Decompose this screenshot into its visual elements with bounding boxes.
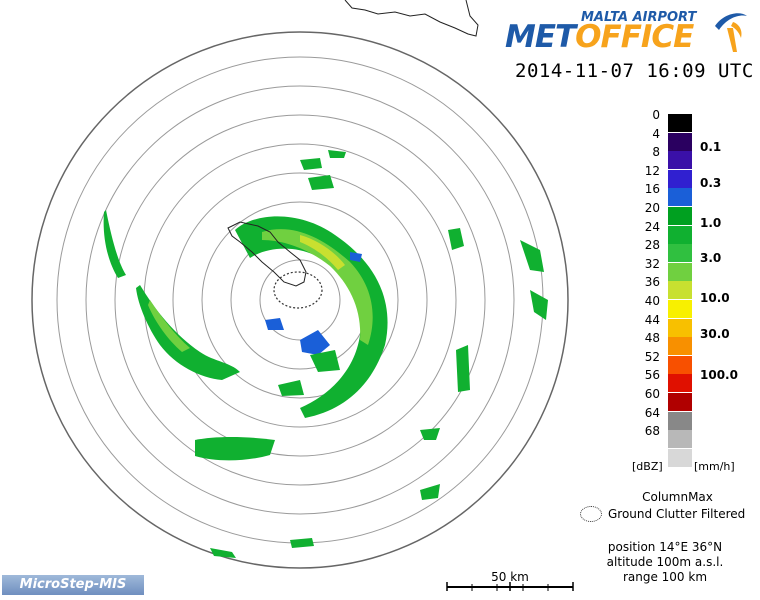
metoffice-logo: MALTA AIRPORT METOFFICE <box>505 6 750 58</box>
logo-wordmark: METOFFICE <box>505 19 694 55</box>
main-band-core <box>262 229 373 345</box>
logo-office: OFFICE <box>575 19 694 55</box>
legend-unit-dbz: [dBZ] <box>632 460 663 473</box>
legend-rate-label: 3.0 <box>700 251 722 265</box>
legend-dbz-label: 64 <box>644 405 660 420</box>
north-cells <box>300 150 346 190</box>
legend-dbz-label: 68 <box>644 424 660 439</box>
product-name: ColumnMax <box>642 490 713 504</box>
legend-color-cell <box>668 318 692 337</box>
legend-color-cell <box>668 393 692 411</box>
legend-dbz-label: 4 <box>652 126 660 141</box>
legend-color-cell <box>668 188 692 207</box>
precipitation-echoes <box>103 150 548 558</box>
southwest-cell <box>195 437 275 461</box>
legend-color-cell <box>668 244 692 263</box>
site-position: position 14°E 36°N <box>607 540 723 554</box>
legend-dbz-label: 8 <box>652 145 660 160</box>
legend-dbz-label: 56 <box>644 368 660 383</box>
legend-rate-label: 0.3 <box>700 176 722 190</box>
radar-timestamp: 2014-11-07 16:09 UTC <box>515 60 754 82</box>
legend-unit-rate: [mm/h] <box>694 460 735 473</box>
western-band-core <box>148 300 190 352</box>
legend-dbz-label: 28 <box>644 238 660 253</box>
scale-label: 50 km <box>491 570 529 584</box>
scale-ruler <box>446 582 574 591</box>
legend-color-cell <box>668 374 692 393</box>
legend-color-cell <box>668 132 692 151</box>
central-cells <box>278 350 340 396</box>
site-altitude: altitude 100m a.s.l. <box>606 555 724 569</box>
clutter-filter-zone <box>273 271 323 309</box>
clutter-note: Ground Clutter Filtered <box>608 507 746 521</box>
legend-rate-label: 1.0 <box>700 216 722 230</box>
legend-color-cell <box>668 207 692 225</box>
legend-rate-label: 100.0 <box>700 368 738 382</box>
legend-rate-label: 30.0 <box>700 327 730 341</box>
legend-dbz-label: 44 <box>644 312 660 327</box>
legend-color-cell <box>668 169 692 188</box>
legend-color-cell <box>668 355 692 374</box>
legend-dbz-label: 36 <box>644 275 660 290</box>
airport-swoosh-icon <box>715 13 747 52</box>
legend-dbz-label: 60 <box>644 387 660 401</box>
legend-color-cell <box>668 430 692 449</box>
legend-dbz-label: 24 <box>644 219 660 234</box>
legend-color-cell <box>668 448 692 467</box>
legend-color-cell <box>668 262 692 281</box>
reflectivity-legend: 0 4 8 12 16 20 24 28 32 36 40 44 48 52 56 60 64 68 0.1 0.3 1… <box>610 108 760 480</box>
legend-color-cell <box>668 281 692 300</box>
legend-dbz-label: 20 <box>644 201 660 215</box>
scale-bar: 50 km <box>445 570 575 592</box>
dotted-ellipse-icon <box>580 506 602 522</box>
sicily-coastline <box>344 0 479 37</box>
blue-light-echoes <box>265 252 362 355</box>
far-west-band <box>103 210 126 278</box>
legend-rate-label: 10.0 <box>700 291 730 305</box>
legend-color-cell <box>668 411 692 430</box>
legend-color-cell <box>668 151 692 170</box>
western-band <box>136 285 240 380</box>
site-range: range 100 km <box>622 570 708 584</box>
legend-dbz-label: 32 <box>644 256 660 271</box>
legend-dbz-label: 16 <box>644 182 660 197</box>
legend-dbz-label: 52 <box>644 349 660 364</box>
product-info: ColumnMax Ground Clutter Filtered <box>580 490 755 522</box>
legend-dbz-label: 12 <box>644 163 660 178</box>
legend-rate-label: 0.1 <box>700 140 722 154</box>
logo-met: MET <box>505 19 576 55</box>
legend-dbz-label: 0 <box>652 108 660 122</box>
range-rings <box>31 31 569 569</box>
logo-top-line: MALTA AIRPORT <box>581 10 697 25</box>
legend-color-cell <box>668 300 692 318</box>
vendor-logo: MicroStep-MIS <box>2 575 144 595</box>
legend-dbz-label: 48 <box>644 331 660 346</box>
east-cells <box>448 228 548 392</box>
malta-coastline <box>227 221 307 287</box>
main-band-peak <box>300 235 345 270</box>
legend-dbz-label: 40 <box>644 294 660 308</box>
legend-color-cell <box>668 114 692 132</box>
legend-color-cell <box>668 337 692 356</box>
legend-color-cell <box>668 225 692 244</box>
site-info: position 14°E 36°N altitude 100m a.s.l. … <box>580 540 750 585</box>
clutter-legend-row: Ground Clutter Filtered <box>580 506 755 522</box>
